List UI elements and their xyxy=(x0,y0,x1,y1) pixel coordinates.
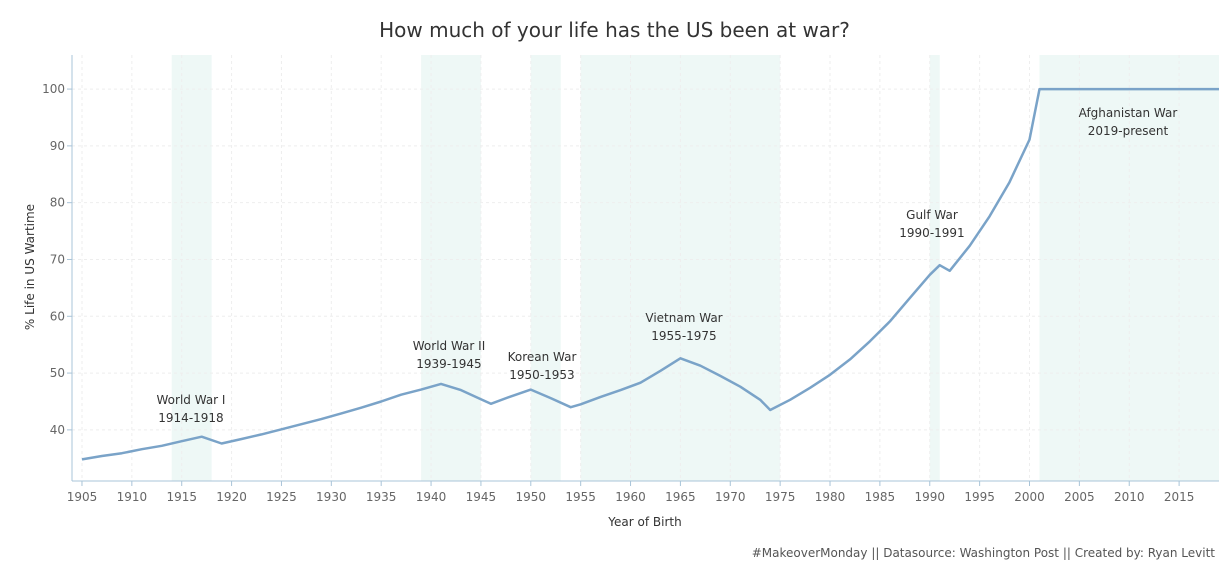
y-tick-label-4: 70 xyxy=(50,252,65,266)
y-tick-label-2: 50 xyxy=(50,366,65,380)
x-tick-label-6: 1930 xyxy=(316,490,347,504)
x-tick-label-12: 1960 xyxy=(615,490,646,504)
x-tick-label-1: 1905 xyxy=(67,490,98,504)
war-label-name-4: Vietnam War xyxy=(645,311,722,325)
x-tick-label-18: 1990 xyxy=(914,490,945,504)
x-tick-label-13: 1965 xyxy=(665,490,696,504)
y-tick-label-7: 100 xyxy=(42,82,65,96)
y-tick-label-6: 90 xyxy=(50,139,65,153)
y-tick-label-5: 80 xyxy=(50,196,65,210)
war-band-2 xyxy=(421,55,481,481)
war-annotations: World War I 1914-1918 World War II 1939-194… xyxy=(157,106,1178,425)
war-label-years-4: 1955-1975 xyxy=(651,329,716,343)
war-label-years-3: 1950-1953 xyxy=(509,368,574,382)
war-label-years-1: 1914-1918 xyxy=(158,411,223,425)
x-axis-title: Year of Birth xyxy=(607,515,681,529)
war-label-years-5: 1990-1991 xyxy=(899,226,964,240)
x-tick-label-7: 1935 xyxy=(366,490,397,504)
x-tick-label-8: 1940 xyxy=(416,490,447,504)
x-tick-label-10: 1950 xyxy=(516,490,547,504)
footer-credit: #MakeoverMonday || Datasource: Washingto… xyxy=(751,546,1215,560)
x-tick-label-4: 1920 xyxy=(216,490,247,504)
war-band-1 xyxy=(171,55,212,481)
x-tick-label-16: 1980 xyxy=(815,490,846,504)
x-tick-label-17: 1985 xyxy=(865,490,896,504)
series-line xyxy=(81,87,1219,461)
y-tick-label-1: 40 xyxy=(50,423,65,437)
war-label-name-3: Korean War xyxy=(508,350,577,364)
x-tick-label-2: 1910 xyxy=(117,490,148,504)
tick-labels: 1905 1910 1915 1920 1925 1930 1935 1940 1945 1950… xyxy=(42,82,1194,504)
war-label-name-1: World War I xyxy=(157,393,226,407)
war-label-name-6: Afghanistan War xyxy=(1079,106,1178,120)
y-tick-label-3: 60 xyxy=(50,309,65,323)
x-tick-label-14: 1970 xyxy=(715,490,746,504)
x-tick-label-21: 2005 xyxy=(1064,490,1095,504)
x-tick-label-5: 1925 xyxy=(266,490,297,504)
war-band-5 xyxy=(929,55,940,481)
chart-title: How much of your life has the US been at… xyxy=(379,18,850,42)
x-tick-label-15: 1975 xyxy=(765,490,796,504)
x-tick-label-19: 1995 xyxy=(964,490,995,504)
x-tick-label-22: 2010 xyxy=(1114,490,1145,504)
x-tick-label-3: 1915 xyxy=(166,490,197,504)
war-band-3 xyxy=(530,55,561,481)
x-tick-label-11: 1955 xyxy=(565,490,596,504)
x-tick-label-20: 2000 xyxy=(1014,490,1045,504)
axes xyxy=(67,55,1219,486)
war-label-name-5: Gulf War xyxy=(906,208,958,222)
war-label-name-2: World War II xyxy=(413,339,485,353)
y-axis-title: % Life in US Wartime xyxy=(23,204,37,330)
war-label-years-2: 1939-1945 xyxy=(416,357,481,371)
war-label-years-6: 2019-present xyxy=(1088,124,1169,138)
x-tick-label-23: 2015 xyxy=(1164,490,1195,504)
x-tick-label-9: 1945 xyxy=(466,490,497,504)
